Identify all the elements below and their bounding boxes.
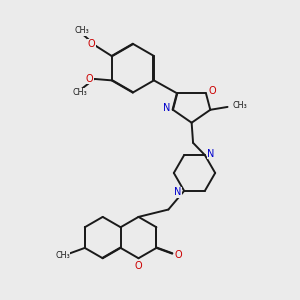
Text: N: N	[163, 103, 170, 113]
Text: O: O	[85, 74, 93, 84]
Text: O: O	[88, 40, 95, 50]
Text: O: O	[135, 261, 142, 271]
Text: CH₃: CH₃	[74, 26, 89, 35]
Text: CH₃: CH₃	[73, 88, 87, 97]
Text: CH₃: CH₃	[55, 251, 70, 260]
Text: O: O	[208, 85, 216, 96]
Text: N: N	[174, 187, 182, 197]
Text: O: O	[174, 250, 182, 260]
Text: CH₃: CH₃	[233, 101, 248, 110]
Text: N: N	[208, 148, 215, 159]
